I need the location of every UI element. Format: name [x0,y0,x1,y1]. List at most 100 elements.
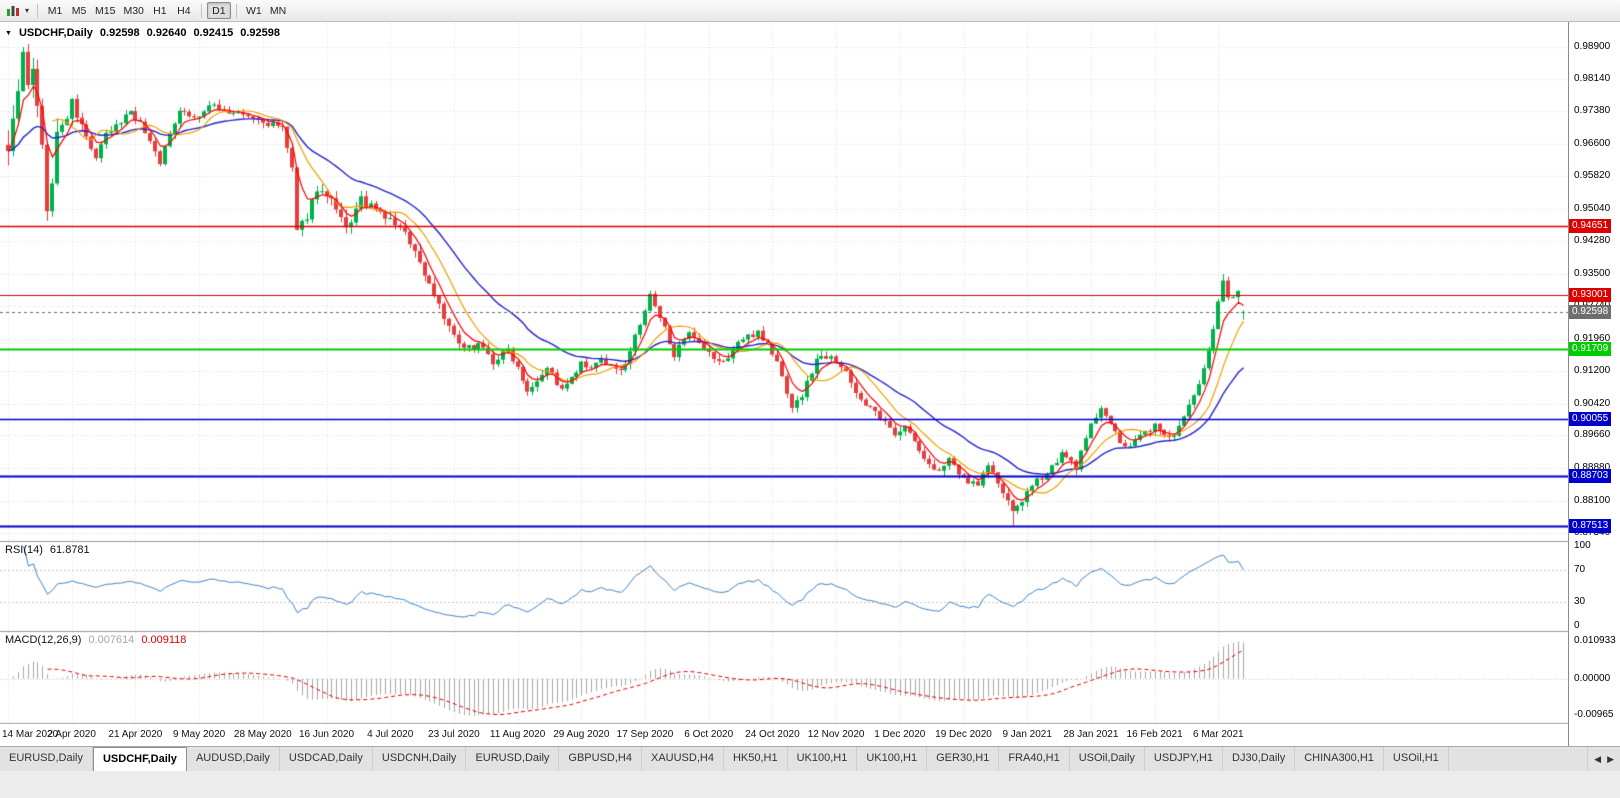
level-price-tag: 0.88703 [1569,468,1612,483]
date-axis-label: 9 May 2020 [172,729,226,740]
tabs-scroll-left-icon[interactable]: ◀ [1594,753,1602,764]
date-axis-label: 12 Nov 2020 [807,729,865,740]
chart-tab-xauusd-h4[interactable]: XAUUSD,H4 [641,747,724,771]
price-axis-label: 0.95040 [1574,203,1611,215]
timeframe-button-m5[interactable]: M5 [71,5,87,17]
pane-divider-rsi[interactable] [0,538,1568,543]
price-axis-label: 0.88100 [1574,495,1611,507]
current-price-tag: 0.92598 [1569,304,1612,319]
level-price-tag: 0.93001 [1569,288,1612,303]
chart-tab-usdchf-daily[interactable]: USDCHF,Daily [92,747,187,771]
date-axis-label: 19 Dec 2020 [935,729,992,740]
price-axis-label: 0.89660 [1574,429,1611,441]
price-axis-label: 0.96600 [1574,137,1611,149]
price-axis-label: 0.94280 [1574,235,1611,247]
chart-collapse-icon[interactable]: ▼ [5,29,12,37]
price-axis[interactable]: 0.98900 0.98140 0.97380 0.96600 0.95820 0.950… [1568,22,1620,746]
tabs-navigation: ◀ ▶ [1587,747,1620,771]
toolbar-separator [235,3,237,18]
price-axis-label: 0.91960 [1574,332,1611,344]
rsi-axis-label: 0 [1574,620,1580,631]
chart-tab-hk50-h1[interactable]: HK50,H1 [723,747,788,771]
timeframe-button-h4[interactable]: H4 [177,5,191,17]
date-axis-label: 21 Apr 2020 [108,729,163,740]
chart-tab-audusd-daily[interactable]: AUDUSD,Daily [186,747,280,771]
rsi-axis-label: 100 [1574,540,1591,551]
date-axis-label: 29 Aug 2020 [553,729,610,740]
macd-signal-value: 0.009118 [141,634,187,646]
chart-tab-usdjpy-h1[interactable]: USDJPY,H1 [1144,747,1224,771]
chart-tab-uk100-h1[interactable]: UK100,H1 [857,747,928,771]
date-axis-label: 16 Feb 2021 [1126,729,1183,740]
date-axis-label: 17 Sep 2020 [616,729,674,740]
date-axis-label: 28 Jan 2021 [1063,729,1119,740]
level-price-tag: 0.87513 [1569,518,1612,533]
rsi-name: RSI(14) [5,544,43,556]
price-axis-label: 0.95820 [1574,170,1611,182]
ohlc-low: 0.92415 [193,27,234,39]
chart-tabs-bar: EURUSD,Daily USDCHF,Daily AUDUSD,Daily USDC… [0,746,1620,771]
price-axis-label: 0.98140 [1574,72,1611,84]
chart-tab-eurusd-daily[interactable]: EURUSD,Daily [466,747,560,771]
rsi-indicator-label: RSI(14) 61.8781 [5,544,90,556]
macd-axis-label: 0.00000 [1574,672,1611,684]
timeframe-button-m30[interactable]: M30 [123,5,144,17]
chart-tab-eurusd-daily[interactable]: EURUSD,Daily [0,747,93,771]
level-price-tag: 0.91709 [1569,342,1612,357]
timeframe-button-h1[interactable]: H1 [153,5,167,17]
chart-tab-uk100-h1[interactable]: UK100,H1 [787,747,858,771]
macd-axis-label: -0.00965 [1574,709,1614,720]
timeframe-button-d1[interactable]: D1 [206,2,231,19]
price-axis-label: 0.91200 [1574,364,1611,376]
date-axis-label: 9 Jan 2021 [1002,729,1052,740]
ohlc-high: 0.92640 [146,27,187,39]
rsi-axis-label: 70 [1574,564,1586,575]
chart-tab-usdcad-daily[interactable]: USDCAD,Daily [279,747,373,771]
chart-tab-china300-h1[interactable]: CHINA300,H1 [1295,747,1384,771]
timeframe-buttons: M1 M5 M15 M30 H1 H4 D1 W1 MN [43,2,290,19]
chart-tab-usoil-daily[interactable]: USOil,Daily [1069,747,1145,771]
chart-tab-gbpusd-h4[interactable]: GBPUSD,H4 [559,747,642,771]
timeframe-button-w1[interactable]: W1 [246,5,262,17]
tabs-scroll-right-icon[interactable]: ▶ [1607,753,1614,764]
date-axis-label: 6 Mar 2021 [1193,729,1244,740]
chart-tabs: EURUSD,Daily USDCHF,Daily AUDUSD,Daily USDC… [0,747,1620,771]
date-axis-label: 23 Jul 2020 [428,729,480,740]
toolbar: ▾ M1 M5 M15 M30 H1 H4 D1 W1 MN [0,0,1620,22]
chart-tab-dj30-daily[interactable]: DJ30,Daily [1223,747,1296,771]
timeframe-button-m1[interactable]: M1 [47,5,63,17]
chart-type-icon[interactable] [6,4,20,18]
price-axis-label: 0.88880 [1574,462,1610,473]
price-axis-label: 0.90420 [1574,397,1611,409]
chart-tab-fra40-h1[interactable]: FRA40,H1 [999,747,1070,771]
status-strip [0,771,1620,798]
chart-tab-usoil-h1[interactable]: USOil,H1 [1383,747,1449,771]
ohlc-close: 0.92598 [240,27,280,39]
chart-menu-dropdown-icon[interactable]: ▾ [25,6,30,15]
toolbar-separator [200,3,202,18]
level-price-tag: 0.90055 [1569,411,1612,426]
rsi-axis-label: 30 [1574,596,1586,607]
date-axis-label: 6 Oct 2020 [684,729,734,740]
date-axis-label: 28 May 2020 [233,729,292,740]
ohlc-open: 0.92598 [99,27,140,39]
macd-axis-label: 0.010933 [1574,635,1616,646]
date-axis-label: 24 Oct 2020 [745,729,800,740]
chart-tab-usdcnh-daily[interactable]: USDCNH,Daily [372,747,467,771]
date-axis-label: 1 Dec 2020 [874,729,926,740]
chart-tab-ger30-h1[interactable]: GER30,H1 [927,747,1000,771]
timeframe-button-m15[interactable]: M15 [95,5,116,17]
date-axis-label: 14 Mar 2020 [2,729,59,740]
pane-divider-macd[interactable] [0,628,1568,633]
macd-main-value: 0.007614 [88,634,135,646]
time-axis[interactable]: 14 Mar 2020 2 Apr 2020 21 Apr 2020 9 May 20… [0,724,1568,746]
toolbar-separator [37,3,39,18]
macd-indicator-label: MACD(12,26,9) 0.007614 0.009118 [5,634,186,646]
price-chart-canvas[interactable] [0,0,1620,746]
date-axis-label: 11 Aug 2020 [489,729,546,740]
date-axis-label: 4 Jul 2020 [367,729,414,740]
price-axis-label: 0.98900 [1574,41,1611,52]
level-price-tag: 0.94651 [1569,218,1612,233]
timeframe-button-mn[interactable]: MN [269,5,287,17]
